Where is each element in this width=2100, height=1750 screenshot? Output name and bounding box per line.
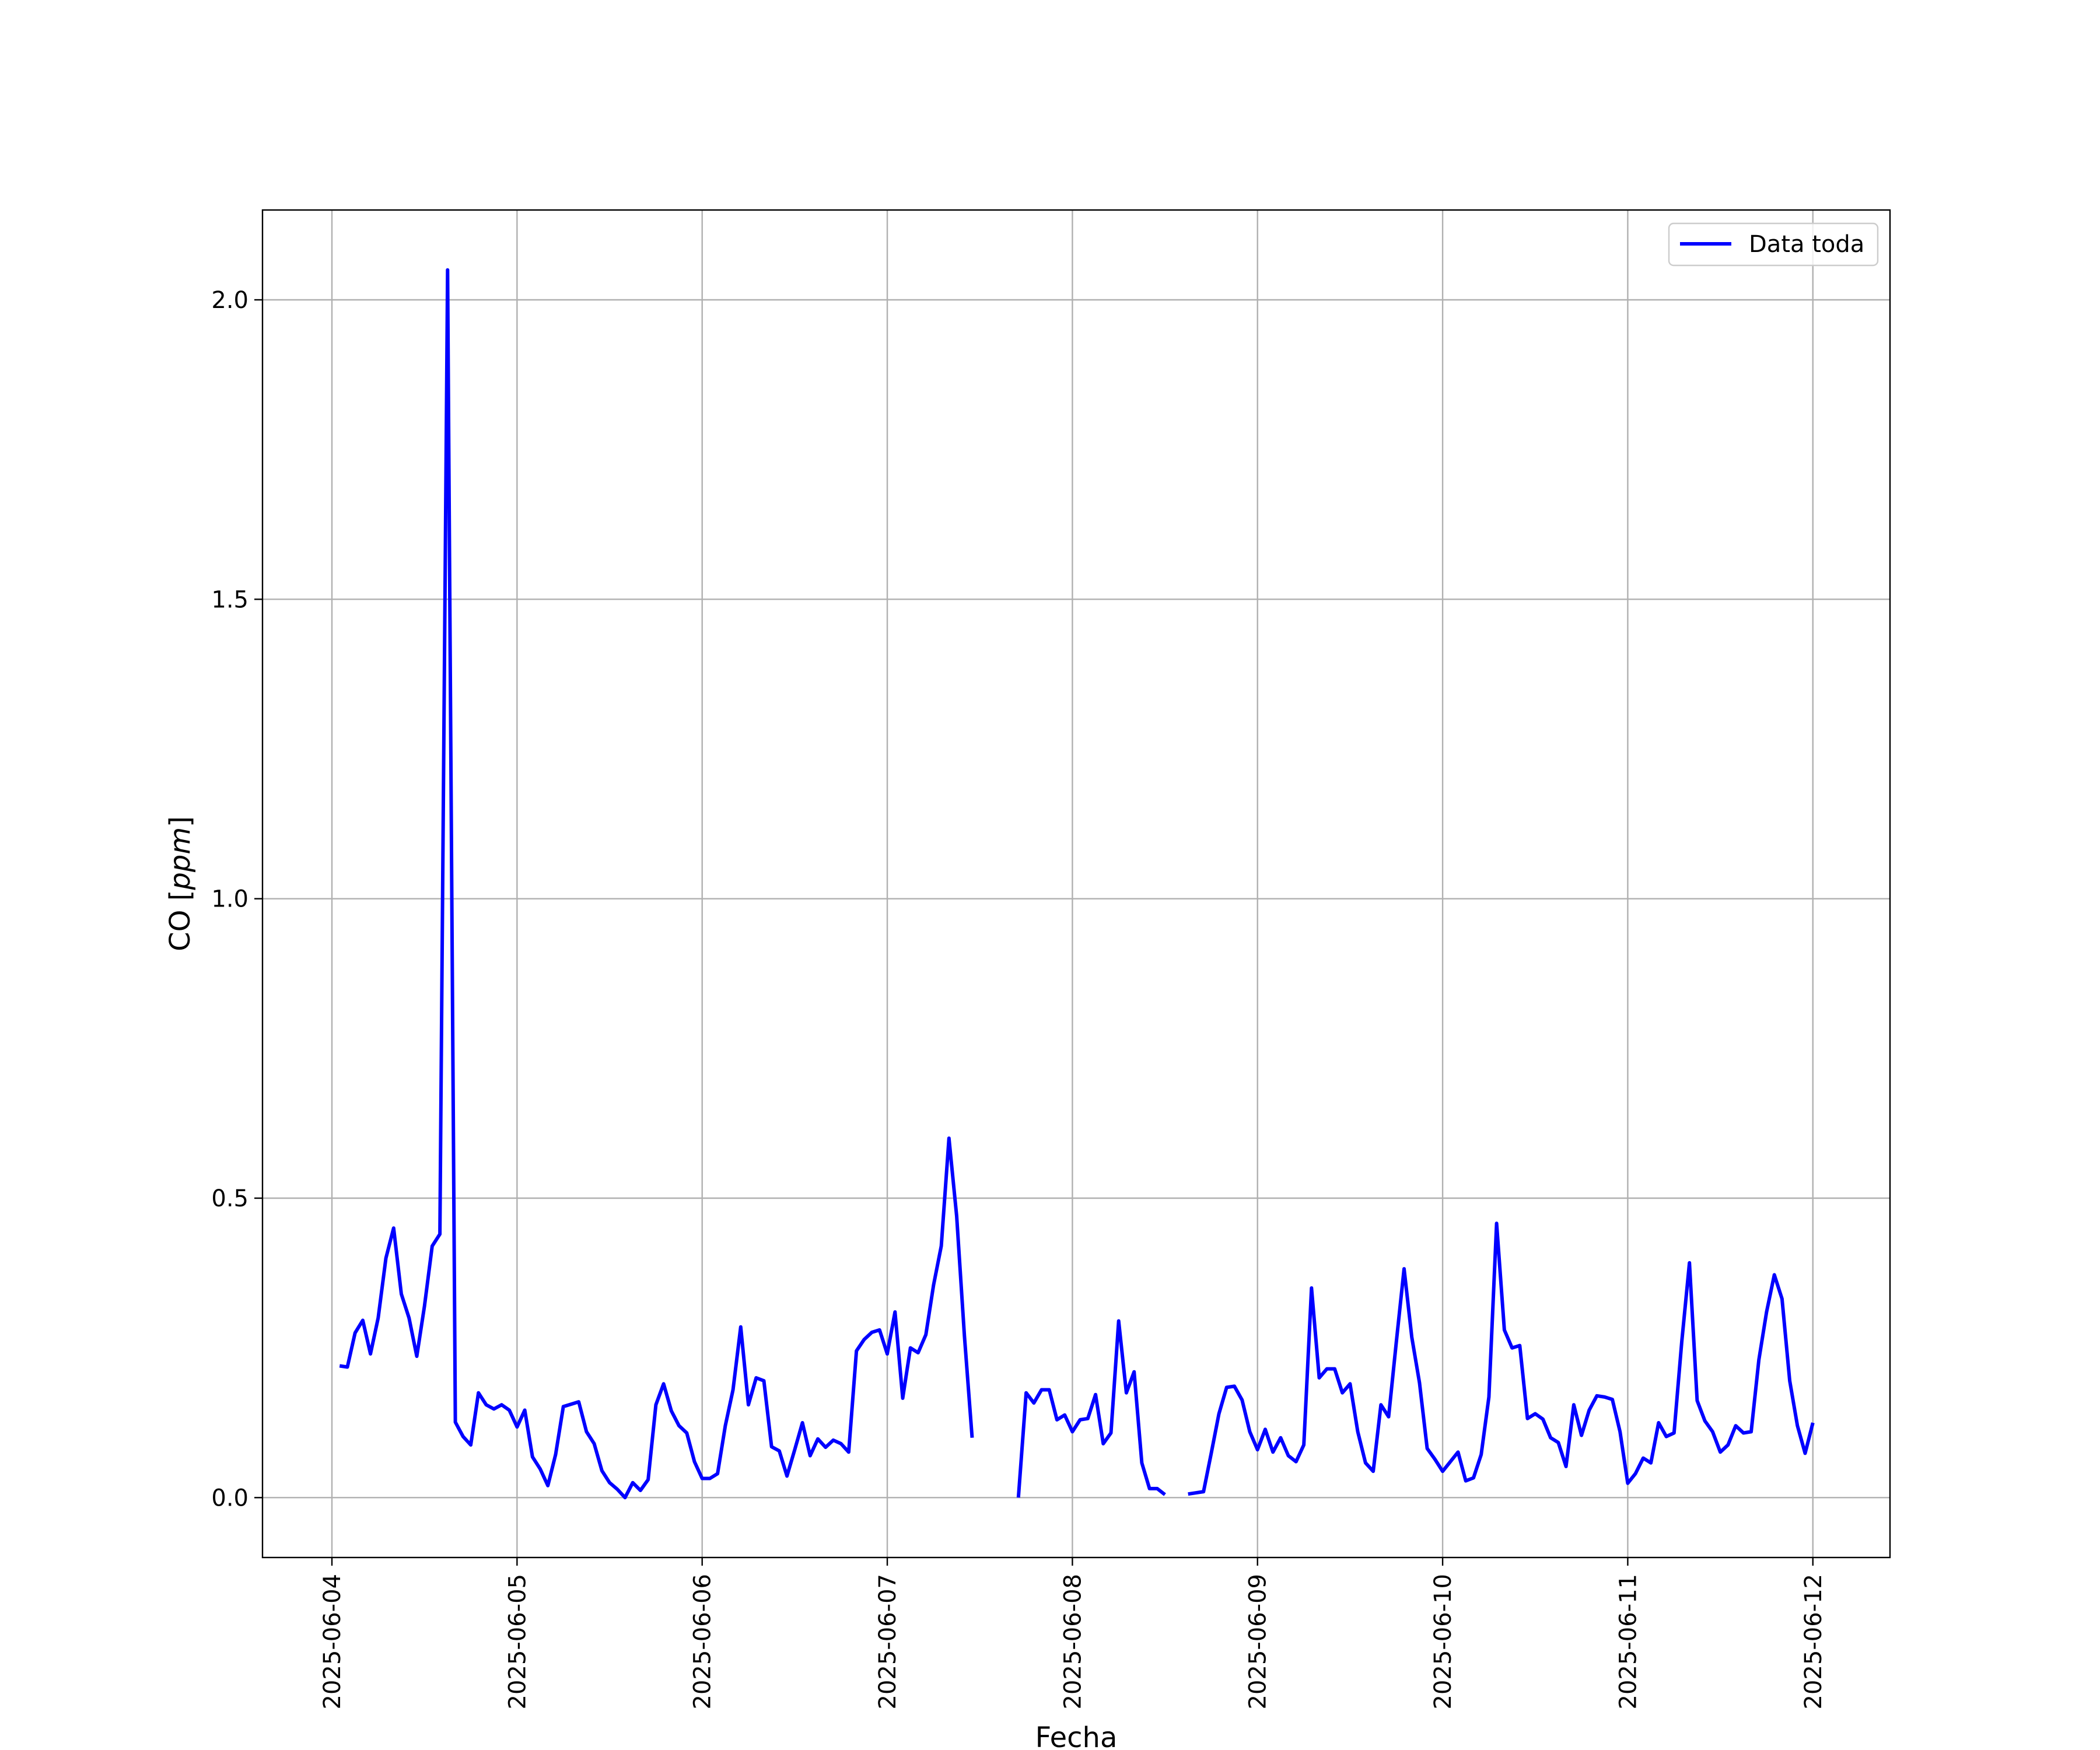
x-tick-label: 2025-06-05 <box>504 1574 531 1709</box>
legend-box <box>1668 222 1879 267</box>
y-tick-label: 1.0 <box>211 886 249 913</box>
x-tick-label: 2025-06-04 <box>319 1574 346 1709</box>
x-tick-label: 2025-06-09 <box>1245 1574 1272 1709</box>
y-axis-ticks: 0.0 0.5 1.0 1.5 2.0 <box>211 287 262 1511</box>
y-tick-label: 1.5 <box>211 586 249 613</box>
x-tick-label: 2025-06-11 <box>1615 1574 1642 1709</box>
series-line-segment-3 <box>1188 1222 1815 1496</box>
y-axis-label-prefix: CO [ <box>164 890 197 951</box>
x-tick-label: 2025-06-07 <box>874 1574 901 1709</box>
y-axis-label: CO [ppm] <box>164 816 197 951</box>
y-tick-label: 0.5 <box>211 1185 249 1212</box>
x-tick-label: 2025-06-12 <box>1800 1574 1827 1709</box>
series-line-segment-2 <box>1016 1319 1166 1498</box>
y-tick-label: 0.0 <box>211 1485 249 1511</box>
legend: Data toda <box>1668 222 1879 267</box>
plot-area <box>262 210 1890 1558</box>
x-tick-label: 2025-06-10 <box>1430 1574 1457 1709</box>
x-axis-ticks: 2025-06-04 2025-06-05 2025-06-06 2025-06-07… <box>319 1558 1827 1709</box>
y-tick-label: 2.0 <box>211 287 249 314</box>
legend-label-data-toda: Data toda <box>1749 231 1864 258</box>
y-axis-label-unit: ppm <box>164 827 197 891</box>
x-axis-label: Fecha <box>1035 1721 1118 1750</box>
series-layer <box>339 268 1815 1500</box>
x-tick-label: 2025-06-08 <box>1059 1574 1086 1709</box>
y-axis-label-suffix: ] <box>164 816 197 827</box>
grid-lines <box>262 210 1890 1558</box>
plot-frame <box>261 209 1891 1559</box>
series-line-segment-1 <box>339 268 974 1500</box>
x-tick-label: 2025-06-06 <box>690 1574 716 1709</box>
